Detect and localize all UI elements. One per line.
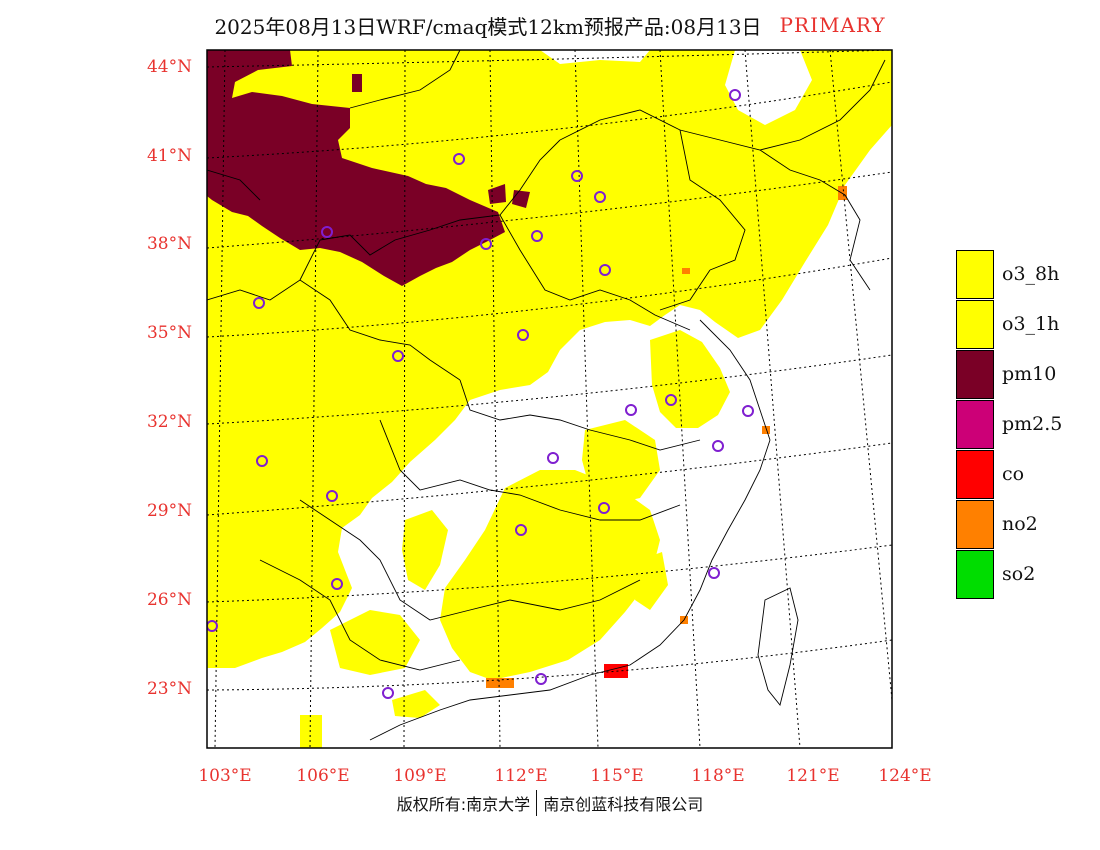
o3-region-fujian-coast [635,552,668,610]
city-marker [598,502,610,514]
co-hotspot [604,664,628,678]
no2-hotspot-shandong [682,268,690,274]
lat-label-44: 44°N [147,57,192,77]
city-marker [535,673,547,685]
legend-label: so2 [1002,563,1036,585]
city-marker [326,490,338,502]
city-marker [480,238,492,250]
legend-label: no2 [1002,513,1038,535]
city-marker [321,226,333,238]
o3-region-dabie [582,420,660,505]
copyright-left: 版权所有:南京大学 [396,795,531,814]
legend-label: co [1002,463,1025,485]
city-marker [742,405,754,417]
lon-label-109: 109°E [393,766,446,786]
o3-region-west-hunan [402,510,448,590]
lat-label-35: 35°N [147,323,192,343]
city-marker [665,394,677,406]
city-markers [207,89,754,699]
legend-item-o3-1h: o3_1h [956,299,1062,349]
city-marker [547,452,559,464]
city-marker [708,567,720,579]
copyright: 版权所有:南京大学 南京创蓝科技有限公司 [0,790,1100,816]
map-content [207,50,892,748]
city-marker [599,264,611,276]
no2-hotspot-shanghai [762,426,770,434]
city-marker [253,297,265,309]
lon-label-118: 118°E [691,766,744,786]
legend-swatch [956,499,994,549]
lat-label-23: 23°N [147,679,192,699]
city-marker [453,153,465,165]
legend-label: o3_1h [1002,313,1060,335]
clean-pocket-bohai [540,50,650,64]
pm10-region [207,50,505,286]
title-row: 2025年08月13日WRF/cmaq模式12km预报产品:08月13日 PRI… [0,10,1100,40]
legend-swatch [956,249,994,299]
lat-label-38: 38°N [147,234,192,254]
city-marker [712,440,724,452]
city-marker [729,89,741,101]
legend: o3_8h o3_1h pm10 pm2.5 co no2 so2 [956,249,1062,599]
boundaries [207,50,886,741]
city-marker [517,329,529,341]
city-marker [256,455,268,467]
city-marker [382,687,394,699]
lat-label-26: 26°N [147,590,192,610]
lon-label-112: 112°E [494,766,547,786]
legend-item-co: co [956,449,1062,499]
o3-region-jianghuai [650,330,730,428]
copyright-divider [536,790,538,816]
lat-label-32: 32°N [147,412,192,432]
legend-item-pm25: pm2.5 [956,399,1062,449]
city-marker [594,191,606,203]
clean-pocket-northeast [725,50,812,125]
city-marker [331,578,343,590]
lon-label-115: 115°E [590,766,643,786]
city-marker [207,620,218,632]
copyright-right: 南京创蓝科技有限公司 [543,795,704,814]
legend-swatch [956,299,994,349]
o3-region-guangxi [330,610,420,675]
lon-label-106: 106°E [296,766,349,786]
o3-region-leizhou [300,715,322,748]
pm10-spot-b [352,74,362,92]
map-title: 2025年08月13日WRF/cmaq模式12km预报产品:08月13日 [214,14,762,39]
lat-label-29: 29°N [147,501,192,521]
city-marker [531,230,543,242]
o3-region-south-central [440,470,660,680]
no2-hotspot-guangzhou [486,678,514,688]
city-marker [571,170,583,182]
legend-label: o3_8h [1002,263,1060,285]
city-marker [392,350,404,362]
lon-label-121: 121°E [786,766,839,786]
lat-label-41: 41°N [147,146,192,166]
legend-swatch [956,449,994,499]
legend-label: pm10 [1002,363,1057,385]
city-marker [515,524,527,536]
lon-label-124: 124°E [878,766,931,786]
legend-item-pm10: pm10 [956,349,1062,399]
legend-swatch [956,399,994,449]
legend-swatch [956,349,994,399]
city-marker [625,404,637,416]
pm10-spot-a [488,184,506,204]
legend-item-so2: so2 [956,549,1062,599]
legend-swatch [956,549,994,599]
graticule [207,50,892,748]
map-frame [206,49,893,749]
legend-item-no2: no2 [956,499,1062,549]
legend-label: pm2.5 [1002,413,1063,435]
legend-item-o3-8h: o3_8h [956,249,1062,299]
primary-tag: PRIMARY [779,13,886,37]
lon-label-103: 103°E [198,766,251,786]
